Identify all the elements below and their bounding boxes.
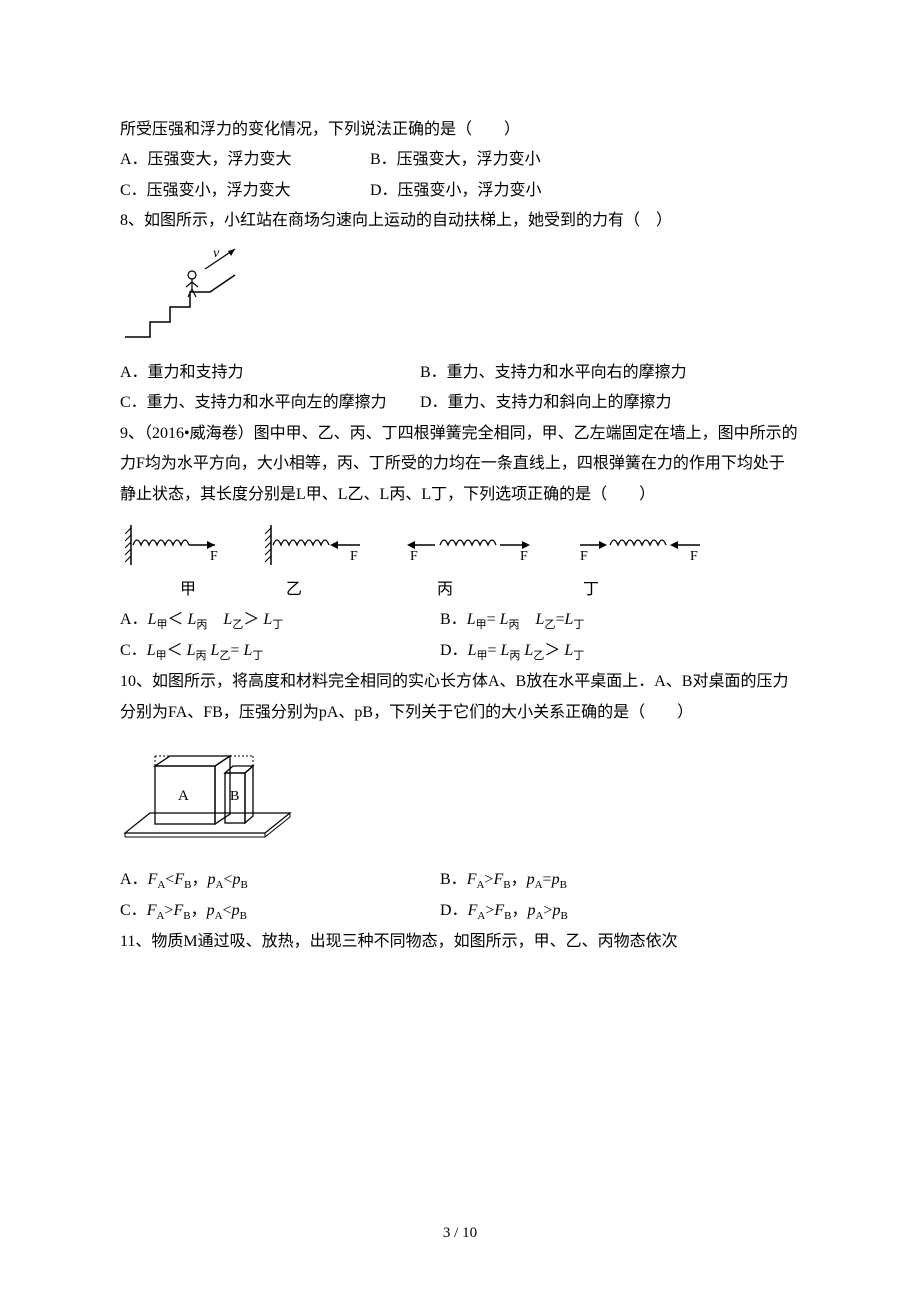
q7-row2: C．压强变小，浮力变大 D．压强变小，浮力变小 xyxy=(120,176,800,206)
q8-stem: 8、如图所示，小红站在商场匀速向上运动的自动扶梯上，她受到的力有（ ） xyxy=(120,206,800,236)
svg-text:B: B xyxy=(230,789,239,804)
q8-option-c: C．重力、支持力和水平向左的摩擦力 xyxy=(120,388,420,418)
q7-option-d: D．压强变小，浮力变小 xyxy=(370,176,800,206)
svg-text:F: F xyxy=(580,549,588,564)
q9-stem: 9、（2016•威海卷）图中甲、乙、丙、丁四根弹簧完全相同，甲、乙左端固定在墙上… xyxy=(120,419,800,510)
svg-text:F: F xyxy=(210,549,218,564)
q7-intro: 所受压强和浮力的变化情况，下列说法正确的是（ ） xyxy=(120,115,800,145)
svg-text:A: A xyxy=(178,788,189,804)
spring-ding: F F xyxy=(575,525,710,570)
q10-row2: C．FA>FB，pA<pB D．FA>FB，pA>pB xyxy=(120,896,800,927)
q9-option-d: D．L甲= L丙 L乙＞ L丁 xyxy=(440,636,800,667)
spring-bing: F F xyxy=(405,525,540,570)
spring-yi: F xyxy=(265,525,370,570)
q10-row1: A．FA<FB，pA<pB B．FA>FB，pA=pB xyxy=(120,865,800,896)
q10-option-b: B．FA>FB，pA=pB xyxy=(440,865,800,896)
q9-option-b: B．L甲= L丙 L乙=L丁 xyxy=(440,605,800,636)
label-bing: 丙 xyxy=(437,575,453,605)
q7-row1: A．压强变大，浮力变大 B．压强变大，浮力变小 xyxy=(120,145,800,175)
escalator-figure: v xyxy=(120,247,260,342)
page: 所受压强和浮力的变化情况，下列说法正确的是（ ） A．压强变大，浮力变大 B．压… xyxy=(0,0,920,1302)
svg-text:F: F xyxy=(520,549,528,564)
q10-stem: 10、如图所示，将高度和材料完全相同的实心长方体A、B放在水平桌面上．A、B对桌… xyxy=(120,667,800,728)
svg-text:F: F xyxy=(350,549,358,564)
q8-option-b: B．重力、支持力和水平向右的摩擦力 xyxy=(420,358,687,388)
q7-option-b: B．压强变大，浮力变小 xyxy=(370,145,800,175)
q11-stem: 11、物质M通过吸、放热，出现三种不同物态，如图所示，甲、乙、丙物态依次 xyxy=(120,927,800,957)
q8-option-a: A．重力和支持力 xyxy=(120,358,420,388)
springs-figure: F F F F F F xyxy=(125,525,800,570)
page-footer: 3 / 10 xyxy=(0,1219,920,1248)
q7-option-c: C．压强变小，浮力变大 xyxy=(120,176,370,206)
label-yi: 乙 xyxy=(286,575,302,605)
svg-text:F: F xyxy=(410,549,418,564)
label-jia: 甲 xyxy=(180,575,196,605)
q10-option-c: C．FA>FB，pA<pB xyxy=(120,896,440,927)
label-ding: 丁 xyxy=(583,575,599,605)
q7-option-a: A．压强变大，浮力变大 xyxy=(120,145,370,175)
q8-option-d: D．重力、支持力和斜向上的摩擦力 xyxy=(420,388,672,418)
q9-row1: A．L甲＜ L丙 L乙＞ L丁 B．L甲= L丙 L乙=L丁 xyxy=(120,605,800,636)
q9-option-a: A．L甲＜ L丙 L乙＞ L丁 xyxy=(120,605,440,636)
velocity-label: v xyxy=(213,247,220,261)
svg-text:F: F xyxy=(690,549,698,564)
q9-row2: C．L甲＜ L丙 L乙= L丁 D．L甲= L丙 L乙＞ L丁 xyxy=(120,636,800,667)
q10-option-d: D．FA>FB，pA>pB xyxy=(440,896,800,927)
q10-option-a: A．FA<FB，pA<pB xyxy=(120,865,440,896)
spring-jia: F xyxy=(125,525,230,570)
q9-option-c: C．L甲＜ L丙 L乙= L丁 xyxy=(120,636,440,667)
q8-row2: C．重力、支持力和水平向左的摩擦力 D．重力、支持力和斜向上的摩擦力 xyxy=(120,388,800,418)
spring-labels: 甲 乙 丙 丁 xyxy=(180,575,800,605)
q8-row1: A．重力和支持力 B．重力、支持力和水平向右的摩擦力 xyxy=(120,358,800,388)
blocks-figure: A B xyxy=(120,738,300,848)
